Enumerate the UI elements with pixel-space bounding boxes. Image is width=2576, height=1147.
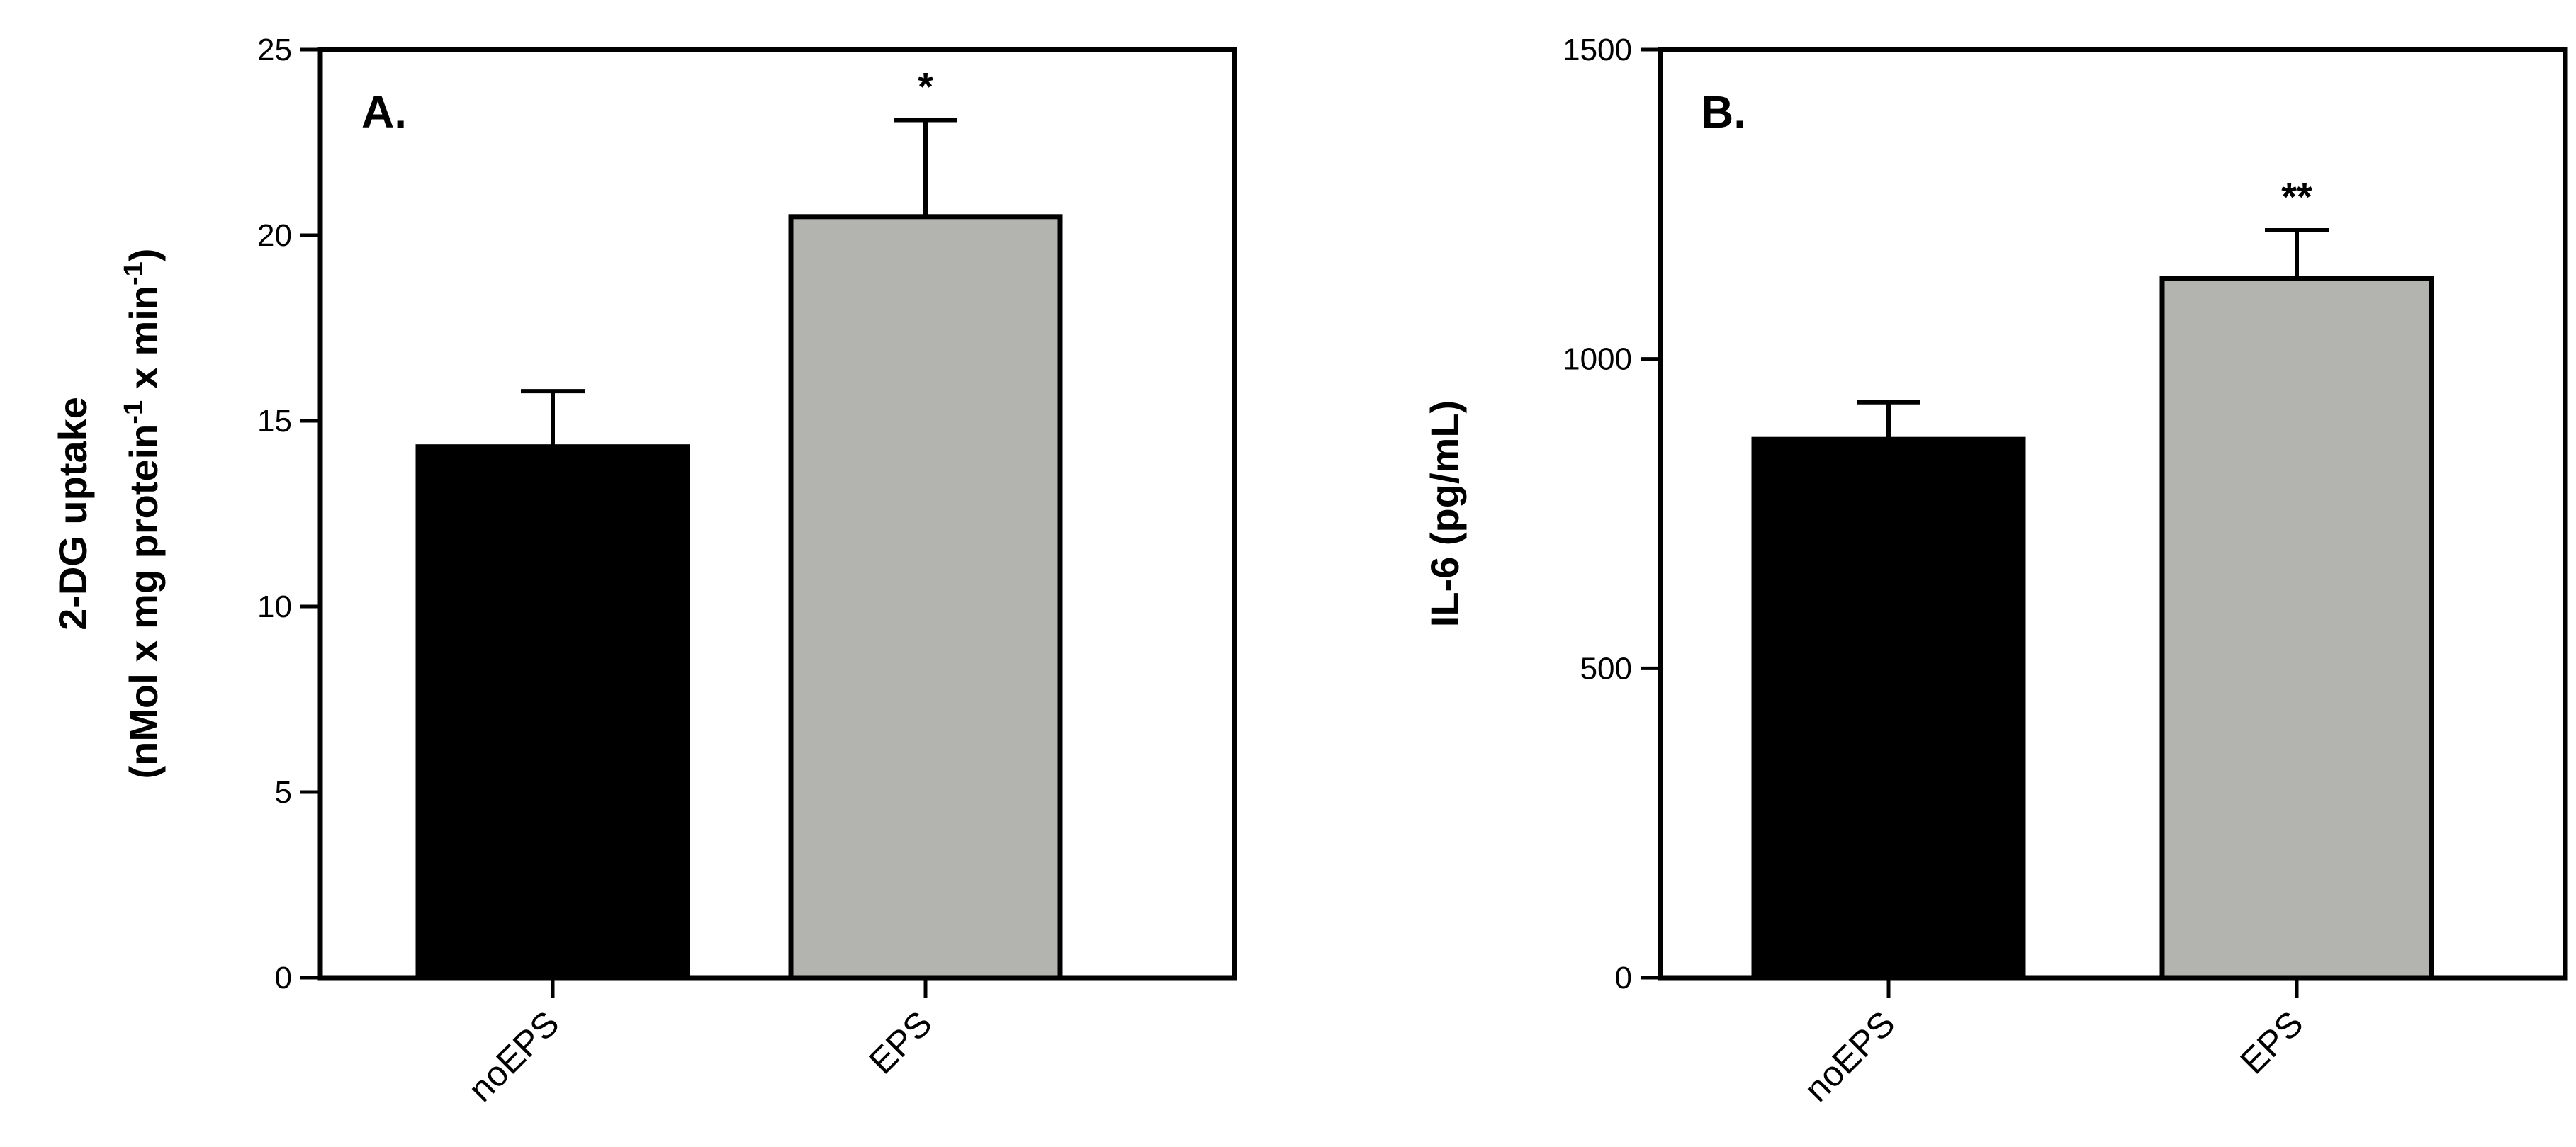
y-tick-label: 25 [257,33,292,67]
y-tick-label: 1000 [1563,342,1632,377]
y-axis-title-line2: (nMol x mg protein-1 x min-1) [119,249,166,779]
chart-panel-b: noEPS ** EPS 0 500 1000 1500 B. IL-6 (pg/mL) [1422,33,2568,1109]
significance-label: * [918,64,933,109]
y-axis-title-text: x min [121,286,166,400]
y-tick-label: 1500 [1563,33,1632,67]
y-tick-label: 20 [257,218,292,253]
y-axis-title-superscript: -1 [119,261,149,286]
x-tick-label: noEPS [461,1003,567,1109]
bar-noeps [1751,436,2026,981]
chart-panel-a: noEPS * EPS 0 5 10 15 20 25 A. 2-DG uptake (nMol x … [50,33,1237,1109]
y-axis-title-superscript: -1 [119,400,149,424]
y-axis-title: IL-6 (pg/mL) [1422,400,1467,627]
y-tick-label: 0 [275,961,292,995]
bar-eps [2159,276,2434,981]
panel-letter: B. [1701,86,1746,137]
y-tick-label: 10 [257,589,292,624]
x-tick-label: noEPS [1796,1003,1903,1109]
bar-eps [788,214,1063,981]
plot-frame [317,47,1237,981]
bar-noeps [415,444,690,981]
y-tick-label: 15 [257,404,292,439]
y-axis-title-text: ) [121,249,166,262]
y-tick-label: 500 [1580,651,1632,686]
y-axis-title-line1: 2-DG uptake [50,397,95,631]
panel-letter: A. [361,86,407,137]
significance-label: ** [2281,174,2312,219]
x-tick-label: EPS [2232,1003,2310,1081]
y-tick-label: 5 [275,775,292,810]
x-tick-label: EPS [861,1003,939,1081]
y-axis-title-text: (nMol x mg protein [121,424,166,779]
plot-frame [1658,47,2568,981]
y-tick-label: 0 [1615,961,1632,995]
